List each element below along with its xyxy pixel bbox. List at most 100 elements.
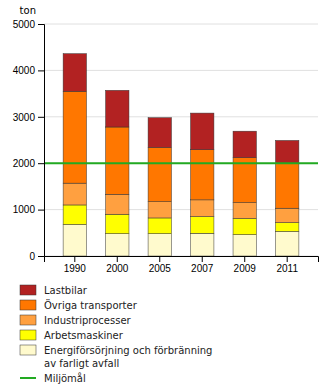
tick-mark — [38, 256, 44, 257]
bar — [276, 231, 299, 256]
bar-series — [63, 54, 299, 164]
legend-swatch — [20, 300, 36, 310]
legend-label: Industriprocesser — [44, 315, 132, 326]
bar — [63, 54, 86, 92]
bar — [191, 113, 214, 150]
tick-label: 2011 — [276, 263, 298, 274]
legend-item: Övriga transporter — [20, 299, 138, 311]
tick-label: 3000 — [13, 112, 36, 123]
bar — [63, 183, 86, 205]
bar — [106, 90, 129, 127]
bar — [148, 147, 171, 201]
bar — [191, 200, 214, 217]
tick-mark — [287, 256, 288, 262]
bar — [148, 234, 171, 256]
tick-label: 2000 — [13, 158, 36, 169]
legend-item: Industriprocesser — [20, 315, 132, 326]
bar — [106, 194, 129, 214]
legend-item: Miljömål — [20, 372, 86, 384]
bar — [233, 158, 256, 203]
bar — [106, 127, 129, 194]
tick-mark — [38, 24, 44, 25]
legend-label: Övriga transporter — [44, 299, 138, 311]
legend-swatch — [20, 315, 36, 325]
tick: 2000 — [13, 158, 44, 169]
tick: 2009 — [234, 256, 257, 274]
tick-mark — [38, 163, 44, 164]
tick-label: 2007 — [191, 263, 214, 274]
grid — [44, 24, 318, 256]
legend-swatch — [20, 377, 36, 379]
bar — [63, 91, 86, 183]
tick-mark — [38, 117, 44, 118]
bar — [63, 224, 86, 256]
bar — [106, 214, 129, 233]
legend-label: Arbetsmaskiner — [44, 330, 124, 341]
grid-line — [44, 163, 318, 164]
tick: 3000 — [13, 112, 44, 123]
bar — [148, 218, 171, 234]
bar — [276, 208, 299, 222]
x-axis: 1990 2000 2005 2007 2009 2011 — [45, 256, 319, 274]
legend-label: Energiförsörjning och förbränningav farl… — [44, 345, 212, 369]
tick: 4000 — [13, 65, 44, 76]
legend-label: Lastbilar — [44, 285, 88, 296]
tick-label: 1990 — [64, 263, 87, 274]
bar — [233, 218, 256, 234]
axis-line — [38, 25, 45, 257]
bar-series — [63, 91, 299, 208]
legend: Lastbilar Övriga transporter Industriproce… — [20, 285, 212, 384]
bar — [276, 140, 299, 163]
tick-label: 1000 — [13, 204, 36, 215]
bar-series — [63, 224, 299, 256]
bar-series — [63, 183, 299, 222]
legend-swatch — [20, 345, 36, 355]
bar — [148, 202, 171, 218]
tick: 1990 — [64, 256, 87, 274]
tick-mark — [38, 70, 44, 71]
bar — [191, 217, 214, 234]
marks — [44, 54, 318, 256]
axis-line — [45, 257, 319, 263]
bar — [233, 131, 256, 157]
bar — [276, 164, 299, 209]
bar — [276, 223, 299, 232]
tick-label: 2009 — [234, 263, 257, 274]
tick: 2000 — [106, 256, 129, 274]
tick-mark — [159, 256, 160, 262]
bar — [63, 205, 86, 224]
tick: 2005 — [149, 256, 172, 274]
legend-swatch — [20, 285, 36, 295]
tick-label: 0 — [29, 251, 35, 262]
y-label: ton — [20, 5, 36, 16]
tick: 2011 — [276, 256, 298, 274]
bar — [233, 203, 256, 219]
chart: 0 1000 2000 3000 4000 5000 1990 2000 2005 2007 200… — [0, 0, 330, 388]
tick: 2007 — [191, 256, 214, 274]
tick-mark — [244, 256, 245, 262]
reference-line — [44, 162, 318, 164]
legend-item: Arbetsmaskiner — [20, 330, 124, 341]
plot: 0 1000 2000 3000 4000 5000 1990 2000 2005 2007 200… — [13, 19, 319, 274]
legend-item: Energiförsörjning och förbränningav farl… — [20, 345, 212, 369]
grid-line — [44, 24, 318, 25]
tick-label: 2005 — [149, 263, 172, 274]
tick-label: 4000 — [13, 65, 36, 76]
legend-label: Miljömål — [44, 372, 86, 384]
tick-mark — [117, 256, 118, 262]
y-axis: 0 1000 2000 3000 4000 5000 — [13, 19, 45, 262]
tick-mark — [202, 256, 203, 262]
bar-series — [63, 205, 299, 235]
bar — [233, 235, 256, 256]
tick-mark — [38, 210, 44, 211]
tick-label: 2000 — [106, 263, 129, 274]
bar — [106, 234, 129, 256]
bar — [191, 150, 214, 200]
tick-label: 5000 — [13, 19, 36, 30]
legend-item: Lastbilar — [20, 285, 88, 296]
bar — [148, 118, 171, 148]
legend-swatch — [20, 330, 36, 340]
tick: 5000 — [13, 19, 44, 30]
bar — [191, 233, 214, 256]
tick: 1000 — [13, 204, 44, 215]
